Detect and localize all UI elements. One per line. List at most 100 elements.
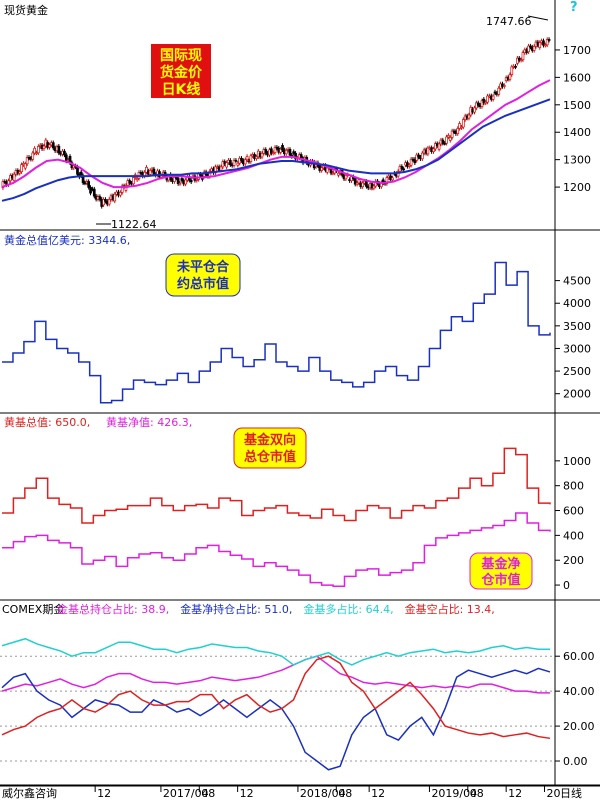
- candle-body: [337, 172, 340, 176]
- candle-body: [353, 178, 357, 185]
- x-tick-label: 2017/04: [163, 787, 209, 800]
- candle-body: [279, 148, 283, 153]
- annotation-text: 仓市值: [480, 572, 520, 588]
- candle-body: [102, 199, 105, 206]
- candles: [1, 37, 551, 209]
- legend-item: 金基净持仓占比: 51.0,: [180, 602, 292, 616]
- candle-body: [294, 152, 297, 160]
- y-tick-label: 3000: [563, 342, 591, 355]
- y-tick-label: 40.00: [563, 685, 595, 698]
- candle-body: [264, 149, 268, 154]
- candle-body: [426, 147, 430, 155]
- candle-body: [406, 162, 409, 167]
- candle-body: [441, 139, 445, 144]
- candle-body: [234, 159, 238, 162]
- y-tick-label: 1400: [563, 126, 591, 139]
- chart-title: 现货黄金: [4, 3, 48, 17]
- footer-source: 威尔鑫咨询: [2, 786, 57, 800]
- candle-body: [331, 172, 335, 175]
- footer-period: 日线: [560, 786, 582, 800]
- candle-body: [545, 39, 549, 46]
- candle-body: [20, 164, 23, 173]
- y-tick-label: 3500: [563, 320, 591, 333]
- series-line-ma_pink: [1, 79, 551, 189]
- candle-body: [249, 155, 253, 162]
- candle-body: [497, 87, 501, 95]
- candle-body: [195, 179, 199, 181]
- candle-body: [484, 101, 488, 104]
- y-tick-label: 600: [563, 505, 584, 518]
- candle-body: [519, 59, 523, 62]
- annotation-box: [233, 427, 307, 469]
- y-tick-label: 1300: [563, 154, 591, 167]
- annotation-box: [151, 44, 211, 98]
- candle-body: [514, 65, 517, 68]
- candle-body: [486, 95, 489, 103]
- x-tick-label: 12: [508, 787, 522, 800]
- annotation-text: 基金双向: [243, 432, 296, 448]
- series-line-金基多占比: [1, 637, 550, 666]
- x-tick-label: 08: [470, 787, 484, 800]
- y-tick-label: 1700: [563, 44, 591, 57]
- candle-body: [107, 199, 111, 205]
- candle-body: [402, 168, 406, 171]
- y-tick-label: 2500: [563, 365, 591, 378]
- series-line-金基净持仓占比: [1, 667, 551, 771]
- candle-body: [288, 149, 292, 156]
- candle-body: [517, 57, 521, 61]
- y-tick-label: 2000: [563, 388, 591, 401]
- legend-item: 金基总持仓占比: 38.9,: [57, 602, 169, 616]
- x-tick-label: 12: [97, 787, 111, 800]
- candle-body: [355, 182, 359, 185]
- candle-body: [260, 152, 264, 158]
- annotation-text: 货金价: [159, 64, 203, 81]
- candle-body: [473, 107, 476, 113]
- candle-body: [221, 161, 225, 168]
- candle-body: [542, 40, 545, 46]
- candle-body: [445, 136, 448, 144]
- y-tick-label: 400: [563, 529, 584, 542]
- y-tick-label: 0: [563, 579, 570, 592]
- candle-body: [76, 166, 79, 175]
- candle-body: [409, 158, 413, 166]
- candle-body: [543, 44, 547, 47]
- candle-body: [456, 128, 460, 135]
- legend-item: 金基多占比: 64.4,: [303, 602, 393, 616]
- candle-body: [434, 143, 437, 150]
- annotation-text: 国际现: [160, 48, 202, 64]
- candle-body: [400, 166, 404, 170]
- legend-item: COMEX期金: [2, 602, 64, 616]
- legend-item: 金基空占比: 13.4,: [405, 602, 495, 616]
- candle-body: [325, 167, 329, 173]
- y-tick-label: 1500: [563, 99, 591, 112]
- candle-body: [432, 148, 435, 152]
- series-line-黄基净值: [2, 512, 551, 588]
- candle-body: [119, 192, 122, 196]
- y-tick-label: 800: [563, 480, 584, 493]
- candle-body: [510, 66, 514, 75]
- candle-body: [344, 174, 348, 180]
- x-tick-label: 08: [338, 787, 352, 800]
- annotation-box: [469, 552, 533, 590]
- candle-body: [113, 193, 117, 202]
- candle-body: [232, 159, 236, 166]
- candle-body: [18, 171, 22, 174]
- legend-item: 黄基总值: 650.0,: [4, 415, 90, 429]
- candle-body: [391, 177, 394, 181]
- y-tick-label: 200: [563, 554, 584, 567]
- candle-body: [273, 146, 277, 153]
- candle-body: [228, 159, 232, 166]
- candle-body: [502, 85, 506, 87]
- y-tick-label: 1000: [563, 455, 591, 468]
- candle-body: [243, 159, 247, 165]
- candle-body: [372, 185, 376, 189]
- candle-body: [420, 152, 424, 160]
- series-line-金基总持仓占比: [1, 655, 550, 694]
- candle-body: [12, 173, 16, 182]
- candle-body: [284, 149, 288, 155]
- x-tick-label: 20: [547, 787, 561, 800]
- candle-body: [493, 91, 497, 94]
- candle-body: [269, 148, 273, 154]
- candle-body: [219, 166, 223, 171]
- y-tick-label: 0.00: [563, 755, 588, 768]
